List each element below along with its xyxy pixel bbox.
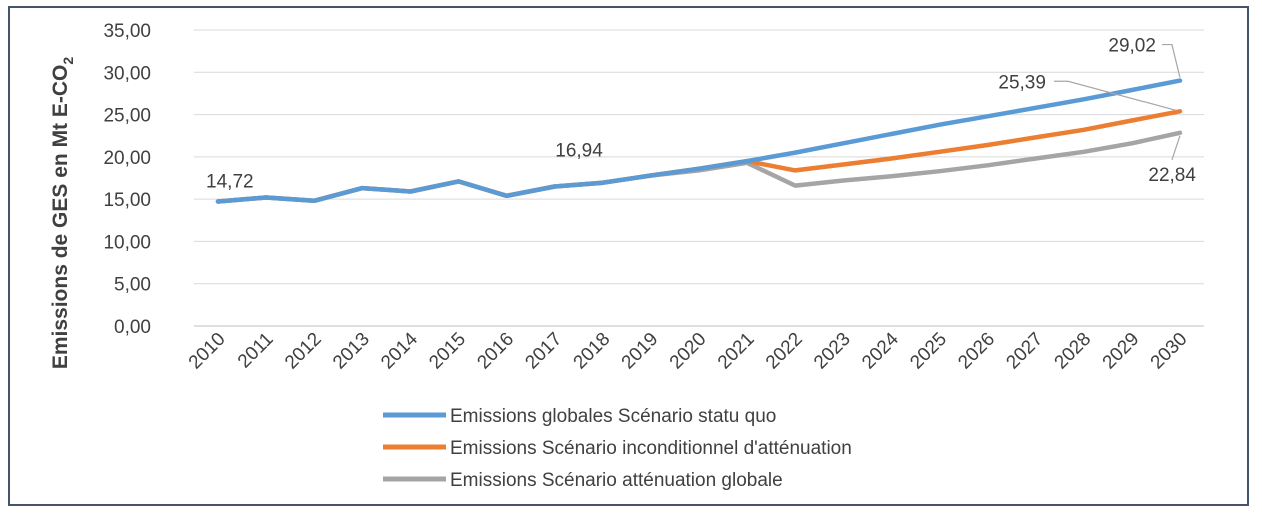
x-tick-label: 2016 [473,329,518,374]
y-tick-label: 0,00 [114,317,151,338]
x-tick-label: 2030 [1147,329,1192,374]
x-tick-label: 2017 [522,329,567,374]
gridlines [194,29,1204,327]
x-tick-label: 2013 [329,329,374,374]
y-tick-label: 25,00 [103,106,151,127]
x-tick-label: 2014 [377,328,422,373]
x-tick-label: 2012 [281,329,326,374]
legend-entry: Emissions Scénario inconditionnel d'atté… [450,438,852,459]
x-axis-ticks: 2010 2011 2012 2013 2014 2015 2016 2017 2018 2019… [185,328,1192,373]
x-tick-label: 2019 [618,329,663,374]
x-tick-label: 2010 [185,329,230,374]
y-tick-label: 5,00 [114,275,151,296]
series-line [215,78,1183,204]
line-chart: 0,00 5,00 10,00 15,00 20,00 25,00 30,00 35,00 2… [49,21,1204,491]
chart-frame: 0,00 5,00 10,00 15,00 20,00 25,00 30,00 35,00 2… [8,6,1249,506]
x-tick-label: 2028 [1051,329,1096,374]
data-label: 29,02 [1108,36,1156,57]
data-label: 25,39 [998,72,1046,93]
x-tick-label: 2020 [666,329,711,374]
legend-entry: Emissions Scénario atténuation globale [450,470,783,491]
x-tick-label: 2026 [954,329,999,374]
series-lines [215,78,1183,204]
x-tick-label: 2029 [1099,329,1144,374]
y-tick-label: 15,00 [103,190,151,211]
data-label: 14,72 [206,172,254,193]
y-tick-label: 35,00 [103,21,151,42]
leader-line [1161,43,1181,78]
x-tick-label: 2027 [1002,329,1047,374]
data-labels: 14,72 16,94 29,02 25,39 22,84 [206,36,1196,193]
y-tick-label: 30,00 [103,63,151,84]
x-tick-label: 2021 [714,329,759,374]
data-label: 16,94 [555,141,603,162]
x-tick-label: 2023 [810,329,855,374]
data-label: 22,84 [1148,165,1196,186]
x-tick-label: 2024 [858,328,903,373]
x-tick-label: 2015 [425,329,470,374]
x-tick-label: 2025 [906,329,951,374]
x-tick-label: 2011 [234,329,278,373]
x-tick-label: 2018 [570,329,615,374]
y-axis-label: Emissions de GES en Mt E-CO2 [49,57,76,370]
y-axis-ticks: 0,00 5,00 10,00 15,00 20,00 25,00 30,00 35,00 [103,21,151,338]
x-tick-label: 2022 [762,329,807,374]
y-tick-label: 10,00 [103,232,151,253]
y-tick-label: 20,00 [103,148,151,169]
leader-line [1053,80,1177,111]
legend: Emissions globales Scénario statu quo Emi… [383,406,852,491]
legend-entry: Emissions globales Scénario statu quo [450,406,776,427]
leader-line [1171,135,1181,161]
